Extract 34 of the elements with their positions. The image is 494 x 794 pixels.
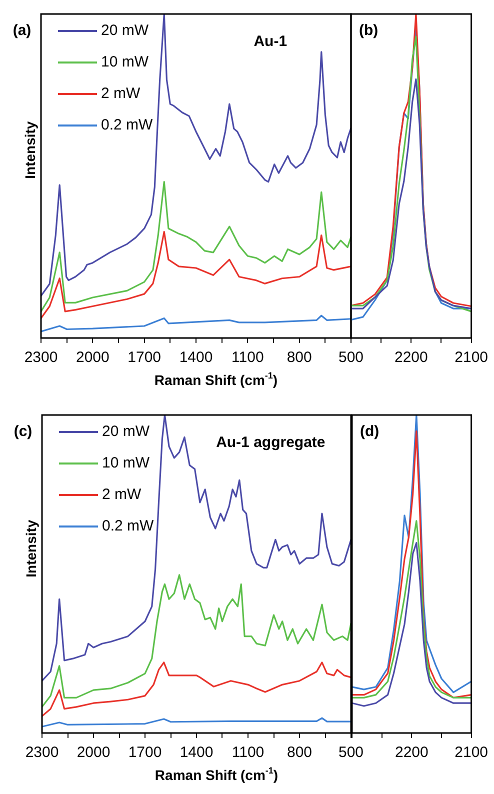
x-tick-label: 1100 <box>232 349 264 366</box>
text: (c) <box>14 423 32 440</box>
annotation: (b) <box>359 22 378 40</box>
legend-label: 20 mW <box>101 22 150 40</box>
x-tick-label: 2000 <box>76 349 110 366</box>
x-tick-label: 800 <box>286 744 312 762</box>
x-tick-label: 2000 <box>76 744 110 762</box>
x-tick-label: 1400 <box>180 744 214 762</box>
legend-label: 10 mW <box>102 454 150 472</box>
x-tick-label: 1700 <box>128 744 162 762</box>
legend-label: 2 mW <box>101 85 142 102</box>
x-tick-label: 2200 <box>394 349 428 366</box>
x-tick-label: 2300 <box>24 349 58 366</box>
x-tick-label: 1700 <box>128 349 162 366</box>
legend-label: 2 mW <box>102 486 142 504</box>
x-tick-label: 2200 <box>394 744 428 762</box>
y-axis-title: Intensity <box>22 520 39 578</box>
y-axis-title: Intensity <box>22 121 38 179</box>
text: (a) <box>12 22 32 40</box>
legend-label: 20 mW <box>102 423 150 440</box>
x-tick-label: 2300 <box>25 744 59 762</box>
x-tick-label: 800 <box>286 349 312 366</box>
x-tick-label: 2100 <box>454 744 488 762</box>
x-tick-label: 500 <box>338 349 364 366</box>
text: Au-1 <box>254 33 288 50</box>
x-tick-label: 1100 <box>232 744 264 762</box>
annotation: (d) <box>360 423 380 440</box>
legend-label: 0.2 mW <box>102 518 155 535</box>
x-tick-label: 500 <box>338 744 364 762</box>
legend-label: 0.2 mW <box>101 116 154 134</box>
x-tick-label: 1400 <box>179 349 213 366</box>
x-tick-label: 2100 <box>454 349 488 366</box>
text: Au-1 aggregate <box>216 434 326 452</box>
legend-label: 10 mW <box>101 54 150 71</box>
